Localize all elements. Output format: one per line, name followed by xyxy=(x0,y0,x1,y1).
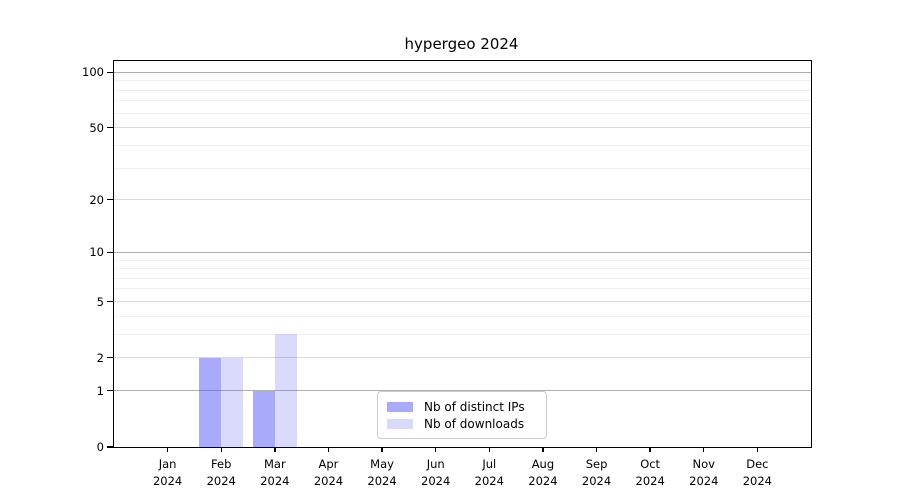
gridline-y-2 xyxy=(114,357,811,359)
gridline-minor xyxy=(114,167,811,169)
y-tick-label-10: 10 xyxy=(89,245,104,260)
y-tick-mark-0 xyxy=(107,446,113,448)
gridline-minor xyxy=(114,80,811,82)
x-tick-label-oct: Oct 2024 xyxy=(635,457,665,488)
x-tick-mark-oct xyxy=(649,447,651,452)
gridline-y-50 xyxy=(114,127,811,129)
x-tick-label-sep: Sep 2024 xyxy=(581,457,612,488)
legend: Nb of distinct IPs Nb of downloads xyxy=(377,391,547,439)
x-tick-label-apr: Apr 2024 xyxy=(313,457,344,488)
gridline-minor xyxy=(114,144,811,146)
bar-mar-distinct-ips xyxy=(252,390,275,447)
bar-feb-downloads xyxy=(221,357,244,447)
y-tick-label-0: 0 xyxy=(96,440,104,454)
gridline-minor xyxy=(114,112,811,114)
x-tick-label-mar: Mar 2024 xyxy=(260,457,290,488)
y-tick-label-2: 2 xyxy=(96,350,104,365)
x-tick-mark-mar xyxy=(274,447,276,452)
gridline-y-10 xyxy=(114,251,811,253)
y-tick-label-100: 100 xyxy=(82,65,104,80)
bar-feb-distinct-ips xyxy=(199,357,222,447)
x-tick-mark-jan xyxy=(166,447,169,452)
gridline-minor xyxy=(114,89,811,91)
gridline-y-1 xyxy=(114,390,811,392)
y-tick-mark-20 xyxy=(107,199,113,201)
gridline-minor xyxy=(114,268,811,270)
y-tick-mark-2 xyxy=(107,357,113,359)
y-tick-label-1: 1 xyxy=(96,383,104,398)
y-tick-label-5: 5 xyxy=(96,294,104,309)
y-tick-mark-5 xyxy=(107,300,113,303)
gridline-y-100 xyxy=(114,71,811,73)
x-tick-mark-feb xyxy=(220,447,222,452)
x-tick-mark-sep xyxy=(595,447,598,452)
legend-row-distinct-ips: Nb of distinct IPs xyxy=(387,398,536,415)
chart-title: hypergeo 2024 xyxy=(404,35,519,53)
y-tick-label-50: 50 xyxy=(89,120,104,135)
x-tick-label-jun: Jun 2024 xyxy=(421,457,451,488)
legend-label-distinct-ips: Nb of distinct IPs xyxy=(424,399,525,414)
y-tick-mark-1 xyxy=(107,390,113,392)
y-tick-mark-50 xyxy=(107,127,113,129)
x-tick-mark-dec xyxy=(756,447,759,452)
x-tick-mark-jul xyxy=(488,447,490,452)
y-tick-mark-100 xyxy=(107,71,113,73)
plot-area: 0 1 2 5 10 20 50 100 Jan 2024 Feb 2024 Mar 2024 Apr… xyxy=(82,60,812,488)
x-tick-mark-nov xyxy=(703,447,705,452)
x-tick-label-jul: Jul 2024 xyxy=(474,457,504,488)
legend-swatch-distinct-ips xyxy=(387,401,413,412)
gridline-minor xyxy=(114,100,811,102)
gridline-minor xyxy=(114,277,811,279)
x-tick-label-may: May 2024 xyxy=(367,457,397,488)
x-tick-label-nov: Nov 2024 xyxy=(689,457,719,488)
gridline-minor xyxy=(114,333,811,335)
gridline-minor xyxy=(114,288,811,290)
legend-swatch-downloads xyxy=(387,418,413,429)
x-tick-label-jan: Jan 2024 xyxy=(152,457,183,488)
x-tick-label-feb: Feb 2024 xyxy=(206,457,236,488)
x-tick-mark-aug xyxy=(542,447,544,452)
x-tick-label-aug: Aug 2024 xyxy=(528,457,558,488)
x-tick-mark-may xyxy=(381,447,383,452)
gridline-y-5 xyxy=(114,301,811,302)
gridline-minor xyxy=(114,259,811,261)
x-tick-label-dec: Dec 2024 xyxy=(742,457,773,488)
x-tick-mark-apr xyxy=(327,447,330,452)
legend-row-downloads: Nb of downloads xyxy=(387,415,536,432)
gridline-y-20 xyxy=(114,199,811,201)
bar-mar-downloads xyxy=(274,334,297,447)
y-tick-mark-10 xyxy=(107,251,113,253)
x-tick-mark-jun xyxy=(434,447,437,452)
gridline-minor xyxy=(114,315,811,317)
y-tick-label-20: 20 xyxy=(89,192,104,207)
legend-label-downloads: Nb of downloads xyxy=(424,416,525,431)
